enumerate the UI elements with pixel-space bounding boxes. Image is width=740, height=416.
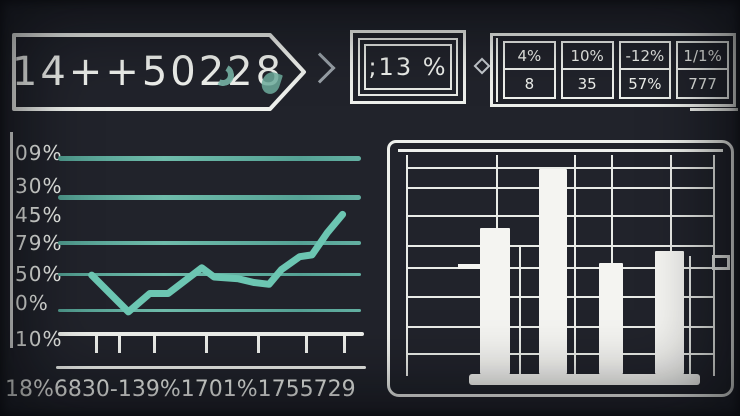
table-underline <box>690 108 738 111</box>
bottom-separator-line <box>56 366 366 369</box>
panel-side-tab <box>712 255 730 270</box>
teal-gridline <box>58 309 361 312</box>
bottom-number: 68 <box>53 376 82 402</box>
banner-number: 14++50228 <box>11 49 285 95</box>
y-axis-label: 30% <box>15 174 63 198</box>
bottom-number: 9% <box>145 376 181 402</box>
y-axis-label: 79% <box>15 231 63 255</box>
stat-cell: 10% 35 <box>560 41 614 99</box>
x-axis-tick <box>257 334 260 353</box>
x-axis-tick <box>205 334 208 353</box>
x-axis-tick <box>305 334 308 353</box>
chevron-right-icon <box>304 52 336 84</box>
stat-value: 35 <box>577 74 597 93</box>
kpi-box-mid-border: ;13 % <box>358 38 458 96</box>
stat-cell: 1/1% 777 <box>676 41 729 99</box>
kpi-value: ;13 % <box>364 44 452 90</box>
banner-arrow-outline <box>12 33 306 111</box>
grid-hline <box>406 167 714 169</box>
stats-table: 4% 8 10% 35 -12% 57% 1/1% 777 <box>490 33 736 107</box>
stat-value: 8 <box>524 74 535 93</box>
bar <box>480 228 510 374</box>
bar-chart-panel <box>387 140 734 397</box>
grid-vline <box>574 155 576 376</box>
bottom-number: 17 <box>257 376 286 402</box>
teal-gridline <box>58 195 361 200</box>
x-axis-line <box>58 332 364 336</box>
bar <box>599 263 623 374</box>
diamond-icon <box>473 57 491 75</box>
grid-vline <box>496 155 498 234</box>
stat-value: 57% <box>628 74 662 93</box>
table-double-border <box>496 38 498 102</box>
bottom-number: 729 <box>313 376 356 402</box>
bottom-number: 55 <box>285 376 314 402</box>
trend-chart <box>88 210 347 316</box>
panel-double-top-border <box>398 149 723 152</box>
x-axis-tick <box>118 334 121 353</box>
grid-vline <box>406 155 408 376</box>
grid-vline <box>689 256 691 376</box>
bottom-number: 1% <box>222 376 258 402</box>
bar <box>655 251 684 374</box>
y-axis-label: 10% <box>15 327 63 351</box>
x-axis-tick <box>343 334 346 353</box>
bar <box>539 169 567 374</box>
bottom-number: 170 <box>180 376 223 402</box>
bottom-number: 18% <box>5 376 54 402</box>
stat-value: 777 <box>688 74 717 93</box>
stat-cell: 4% 8 <box>503 41 556 99</box>
teal-gridline <box>58 156 361 161</box>
stat-cell: -12% 57% <box>618 41 672 99</box>
grid-vline <box>519 245 521 376</box>
x-axis-tick <box>153 334 156 353</box>
trend-line <box>88 210 347 316</box>
stat-percent: 1/1% <box>678 43 727 70</box>
bottom-number-row: 18% 68 30 -13 9% 170 1% 17 55 729 <box>5 373 356 405</box>
teal-gridline <box>58 241 361 245</box>
stat-percent: 10% <box>562 43 612 70</box>
bar-hook-mark <box>458 264 481 269</box>
kpi-box: ;13 % <box>350 30 466 104</box>
stat-percent: -12% <box>620 43 670 70</box>
x-axis-tick <box>95 334 98 353</box>
stat-percent: 4% <box>505 43 554 70</box>
y-axis-label: 0% <box>15 291 49 315</box>
y-axis-label: 45% <box>15 203 63 227</box>
y-axis-label: 09% <box>15 141 63 165</box>
bottom-number: -13 <box>109 376 146 402</box>
y-axis-label: 50% <box>15 262 63 286</box>
y-axis-line <box>10 132 13 348</box>
bottom-number: 30 <box>81 376 110 402</box>
bar-baseline <box>469 374 700 385</box>
